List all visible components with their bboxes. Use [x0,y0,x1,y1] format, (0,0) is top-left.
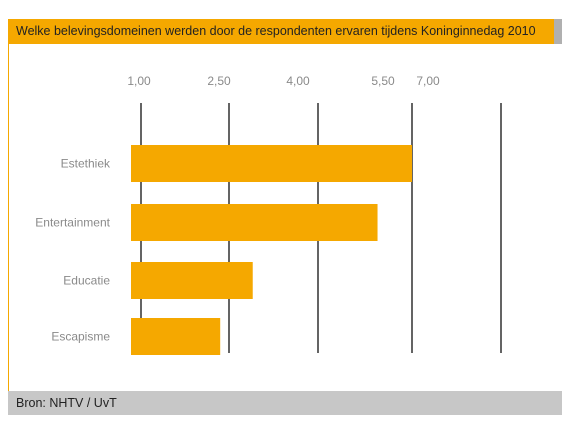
bar [131,318,221,355]
category-label: Entertainment [35,216,110,230]
source-label: Bron: NHTV / UvT [16,396,117,410]
chart-title-bar: Welke belevingsdomeinen werden door de r… [8,19,562,44]
x-tick-label: 7,00 [416,74,440,88]
bar [131,145,412,182]
category-label: Escapisme [51,330,110,344]
source-bar: Bron: NHTV / UvT [8,391,562,415]
x-tick-label: 5,50 [371,74,395,88]
category-label: Educatie [63,274,110,288]
x-tick-label: 4,00 [286,74,310,88]
x-tick-label: 1,00 [127,74,151,88]
bar [131,262,253,299]
left-border-rule [8,44,9,391]
title-bar-edge [554,19,562,44]
x-tick-label: 2,50 [207,74,231,88]
chart-title: Welke belevingsdomeinen werden door de r… [16,24,536,38]
category-label: Estethiek [61,157,111,171]
bar [131,204,378,241]
